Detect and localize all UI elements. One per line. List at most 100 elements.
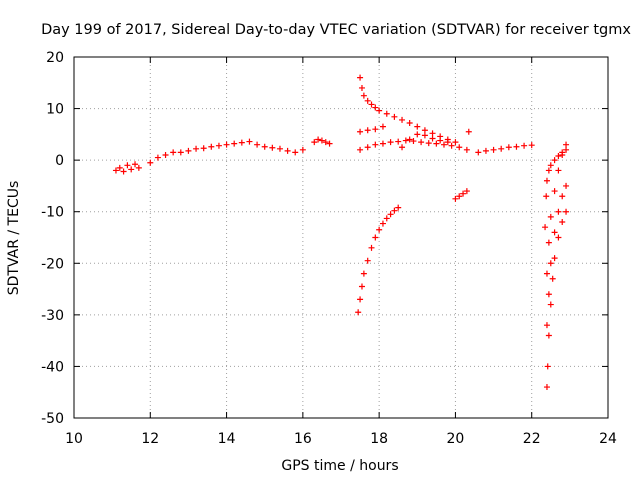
- data-point: [379, 140, 386, 147]
- data-point: [543, 177, 550, 184]
- y-axis-title: SDTVAR / TECUs: [6, 181, 22, 296]
- data-point: [364, 257, 371, 264]
- data-point: [372, 141, 379, 148]
- data-point: [406, 136, 413, 143]
- series-arc15: [543, 182, 570, 329]
- data-point: [318, 137, 325, 144]
- data-point: [542, 224, 549, 231]
- data-points: [112, 74, 570, 391]
- data-point: [379, 220, 386, 227]
- data-point: [444, 139, 451, 146]
- data-point: [482, 147, 489, 154]
- data-point: [465, 128, 472, 135]
- data-point: [177, 149, 184, 156]
- x-tick-label: 20: [447, 431, 465, 447]
- data-point: [460, 190, 467, 197]
- data-point: [358, 84, 365, 91]
- data-point: [238, 139, 245, 146]
- data-point: [551, 157, 558, 164]
- data-point: [132, 161, 139, 168]
- series-arc7: [357, 123, 386, 135]
- data-point: [299, 146, 306, 153]
- data-point: [551, 229, 558, 236]
- data-point: [563, 141, 570, 148]
- y-tick-label: -40: [41, 359, 64, 375]
- data-point: [326, 140, 333, 147]
- data-point: [364, 144, 371, 151]
- data-point: [498, 145, 505, 152]
- data-point: [372, 126, 379, 133]
- data-point: [170, 149, 177, 156]
- data-point: [231, 140, 238, 147]
- chart-title: Day 199 of 2017, Sidereal Day-to-day VTE…: [41, 22, 631, 38]
- data-point: [387, 211, 394, 218]
- data-point: [549, 275, 556, 282]
- data-point: [395, 204, 402, 211]
- series-arc3: [254, 141, 306, 156]
- data-point: [555, 208, 562, 215]
- data-point: [311, 139, 318, 146]
- data-point: [563, 208, 570, 215]
- data-point: [437, 137, 444, 144]
- y-tick-label: -20: [41, 256, 64, 272]
- data-point: [545, 332, 552, 339]
- x-tick-label: 18: [370, 431, 388, 447]
- data-point: [292, 149, 299, 156]
- data-point: [429, 130, 436, 137]
- series-arc4: [311, 136, 333, 147]
- data-point: [276, 145, 283, 152]
- data-point: [383, 215, 390, 222]
- data-point: [433, 140, 440, 147]
- data-point: [543, 322, 550, 329]
- data-point: [124, 162, 131, 169]
- series-arc2: [147, 138, 253, 166]
- data-point: [452, 195, 459, 202]
- data-point: [357, 146, 364, 153]
- data-point: [406, 120, 413, 127]
- data-point: [421, 127, 428, 134]
- data-point: [185, 147, 192, 154]
- x-tick-label: 24: [599, 431, 617, 447]
- data-point: [322, 139, 329, 146]
- data-point: [254, 141, 261, 148]
- data-point: [208, 143, 215, 150]
- data-point: [410, 138, 417, 145]
- data-point: [360, 270, 367, 277]
- x-tick-label: 22: [523, 431, 541, 447]
- data-point: [543, 384, 550, 391]
- series-arc6: [357, 137, 470, 153]
- data-point: [376, 107, 383, 114]
- data-point: [547, 162, 554, 169]
- data-point: [112, 167, 119, 174]
- data-point: [463, 146, 470, 153]
- data-point: [399, 144, 406, 151]
- data-point: [391, 207, 398, 214]
- data-point: [162, 151, 169, 158]
- data-point: [261, 143, 268, 150]
- data-point: [456, 144, 463, 151]
- data-point: [513, 143, 520, 150]
- data-point: [193, 145, 200, 152]
- data-point: [269, 144, 276, 151]
- data-point: [116, 164, 123, 171]
- y-tick-label: 10: [46, 102, 64, 118]
- data-point: [429, 135, 436, 142]
- data-point: [357, 128, 364, 135]
- data-point: [355, 309, 362, 316]
- data-point: [372, 234, 379, 241]
- data-point: [551, 255, 558, 262]
- data-point: [357, 74, 364, 81]
- data-point: [475, 149, 482, 156]
- series-arc1: [112, 161, 142, 175]
- series-arc13: [542, 146, 570, 231]
- data-point: [284, 147, 291, 154]
- data-point: [421, 132, 428, 139]
- data-point: [315, 136, 322, 143]
- data-point: [223, 141, 230, 148]
- data-point: [360, 92, 367, 99]
- y-tick-label: -10: [41, 205, 64, 221]
- data-point: [368, 244, 375, 251]
- data-point: [154, 154, 161, 161]
- data-point: [551, 188, 558, 195]
